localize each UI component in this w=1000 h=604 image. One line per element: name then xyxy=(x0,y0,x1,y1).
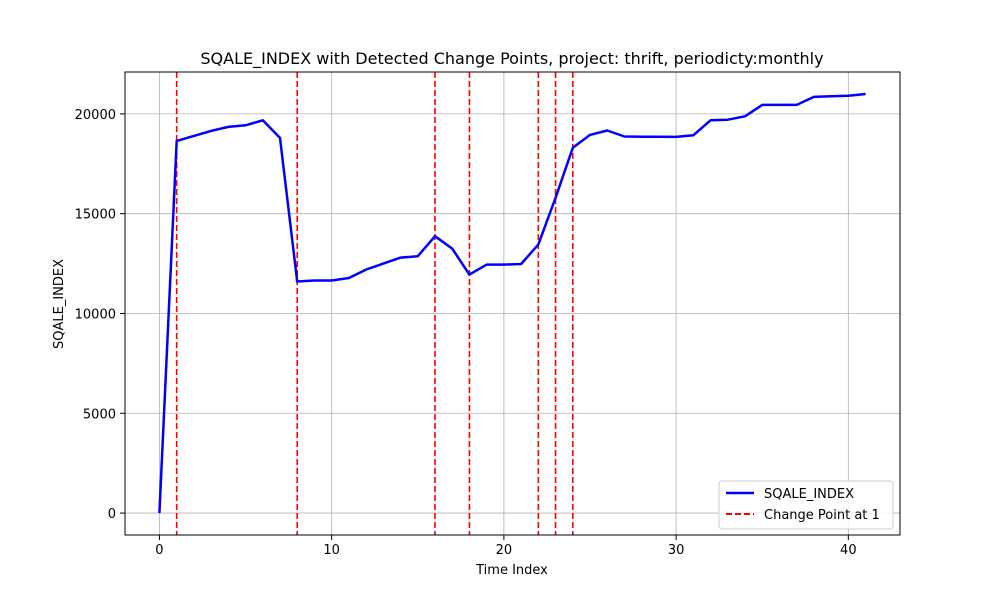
x-axis-label: Time Index xyxy=(475,563,548,578)
y-axis-label: SQALE_INDEX xyxy=(52,259,67,349)
y-tick-label: 5000 xyxy=(83,407,116,422)
chart-title: SQALE_INDEX with Detected Change Points,… xyxy=(200,49,823,69)
y-tick-label: 20000 xyxy=(75,108,116,123)
x-tick-label: 20 xyxy=(496,543,513,558)
legend-box xyxy=(718,480,894,530)
plot-area-frame xyxy=(124,71,901,536)
x-tick-label: 30 xyxy=(668,543,685,558)
grid-lines xyxy=(125,72,900,535)
legend-changepoint-label: Change Point at 1 xyxy=(764,508,880,523)
y-tick-label: 0 xyxy=(108,507,116,522)
y-tick-label: 15000 xyxy=(75,208,116,223)
change-point-lines xyxy=(175,72,574,535)
y-tick-label: 10000 xyxy=(75,307,116,322)
series-line-sqale-index xyxy=(158,92,866,514)
x-tick-label: 0 xyxy=(155,543,163,558)
x-tick-label: 40 xyxy=(840,543,857,558)
legend: SQALE_INDEX Change Point at 1 xyxy=(718,480,894,530)
legend-series-label: SQALE_INDEX xyxy=(764,487,854,502)
x-tick-label: 10 xyxy=(323,543,340,558)
series-lines xyxy=(158,92,866,514)
y-axis-ticks: 0 5000 10000 15000 20000 xyxy=(75,108,125,522)
x-axis-ticks: 0 10 20 30 40 xyxy=(155,535,857,558)
